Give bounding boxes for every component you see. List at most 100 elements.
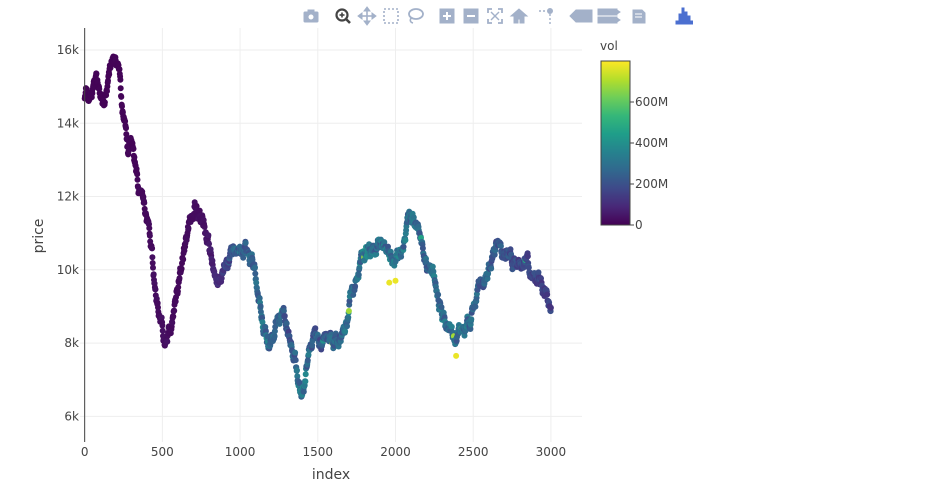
data-point[interactable] (373, 251, 380, 258)
data-point[interactable] (435, 291, 442, 298)
data-point[interactable] (535, 269, 542, 276)
data-point[interactable] (118, 93, 125, 100)
data-point[interactable] (175, 284, 182, 291)
hover-closest-button[interactable] (569, 6, 593, 26)
data-point[interactable] (497, 243, 504, 250)
data-point[interactable] (101, 99, 108, 106)
data-point[interactable] (400, 243, 407, 250)
data-point[interactable] (280, 307, 287, 314)
data-point[interactable] (256, 295, 263, 302)
data-point[interactable] (131, 154, 138, 161)
data-point[interactable] (355, 271, 362, 278)
box-select-button[interactable] (381, 6, 401, 26)
plotly-logo-button[interactable] (673, 6, 694, 26)
data-point[interactable] (123, 131, 130, 138)
data-point[interactable] (150, 264, 156, 271)
data-point[interactable] (309, 342, 316, 349)
data-point[interactable] (472, 303, 479, 310)
data-point[interactable] (185, 225, 192, 232)
data-point[interactable] (468, 316, 475, 323)
data-point[interactable] (342, 328, 349, 335)
data-point[interactable] (172, 298, 179, 305)
data-point[interactable] (488, 265, 495, 272)
data-point[interactable] (438, 304, 445, 311)
data-point[interactable] (249, 256, 256, 263)
data-point[interactable] (430, 268, 437, 275)
data-point[interactable] (116, 66, 123, 73)
data-point[interactable] (240, 254, 247, 261)
data-point[interactable] (174, 288, 181, 295)
data-point[interactable] (146, 232, 153, 239)
data-point[interactable] (252, 270, 259, 277)
data-point[interactable] (402, 237, 409, 244)
data-point[interactable] (152, 286, 159, 293)
data-point[interactable] (154, 300, 161, 306)
data-point[interactable] (130, 145, 137, 152)
data-point[interactable] (448, 323, 455, 330)
camera-button[interactable] (301, 6, 321, 26)
data-point[interactable] (149, 245, 156, 252)
data-point[interactable] (164, 338, 171, 345)
data-point[interactable] (345, 314, 352, 321)
data-point[interactable] (381, 239, 388, 246)
data-point[interactable] (292, 357, 299, 364)
data-point[interactable] (104, 88, 110, 95)
data-point[interactable] (218, 275, 225, 282)
data-point[interactable] (123, 125, 129, 132)
data-point[interactable] (461, 332, 468, 339)
data-point[interactable] (134, 176, 141, 183)
data-point[interactable] (159, 322, 166, 329)
data-point[interactable] (467, 326, 474, 332)
data-point[interactable] (386, 279, 393, 286)
zoom-out-button[interactable] (461, 6, 481, 26)
data-point[interactable] (292, 349, 299, 356)
data-point[interactable] (277, 318, 284, 325)
data-point[interactable] (302, 371, 309, 378)
data-point[interactable] (205, 232, 212, 239)
autoscale-button[interactable] (485, 6, 505, 26)
data-point[interactable] (169, 319, 176, 326)
data-point[interactable] (146, 225, 153, 232)
spike-lines-button[interactable] (537, 6, 557, 26)
data-point[interactable] (344, 323, 350, 330)
data-point[interactable] (392, 277, 399, 284)
data-point[interactable] (93, 70, 100, 77)
data-point[interactable] (544, 291, 551, 298)
data-point[interactable] (429, 263, 436, 270)
data-point[interactable] (547, 304, 554, 311)
data-point[interactable] (356, 264, 363, 271)
data-point[interactable] (253, 279, 260, 286)
data-point[interactable] (119, 103, 125, 110)
data-point[interactable] (271, 333, 278, 340)
hover-compare-button[interactable] (597, 6, 621, 26)
data-point[interactable] (453, 352, 460, 359)
data-point[interactable] (117, 76, 124, 83)
data-point[interactable] (159, 327, 166, 334)
zoom-button[interactable] (333, 6, 353, 26)
data-point[interactable] (180, 256, 187, 263)
edit-chart-button[interactable] (629, 6, 649, 26)
data-point[interactable] (410, 214, 417, 221)
data-point[interactable] (190, 216, 197, 222)
data-point[interactable] (304, 357, 311, 364)
data-point[interactable] (398, 253, 405, 260)
lasso-select-button[interactable] (405, 6, 425, 26)
data-point[interactable] (272, 323, 279, 330)
data-point[interactable] (485, 270, 492, 277)
data-point[interactable] (149, 254, 156, 261)
data-point[interactable] (524, 253, 531, 260)
data-point[interactable] (312, 325, 319, 332)
data-point[interactable] (176, 275, 183, 282)
data-point[interactable] (283, 320, 290, 327)
data-point[interactable] (352, 283, 359, 290)
data-point[interactable] (252, 264, 258, 271)
data-points[interactable] (81, 53, 554, 400)
data-point[interactable] (89, 90, 96, 97)
data-point[interactable] (125, 148, 132, 155)
data-point[interactable] (346, 298, 353, 304)
data-point[interactable] (106, 71, 113, 78)
data-point[interactable] (158, 314, 165, 321)
data-point[interactable] (302, 378, 309, 385)
data-point[interactable] (171, 307, 178, 314)
